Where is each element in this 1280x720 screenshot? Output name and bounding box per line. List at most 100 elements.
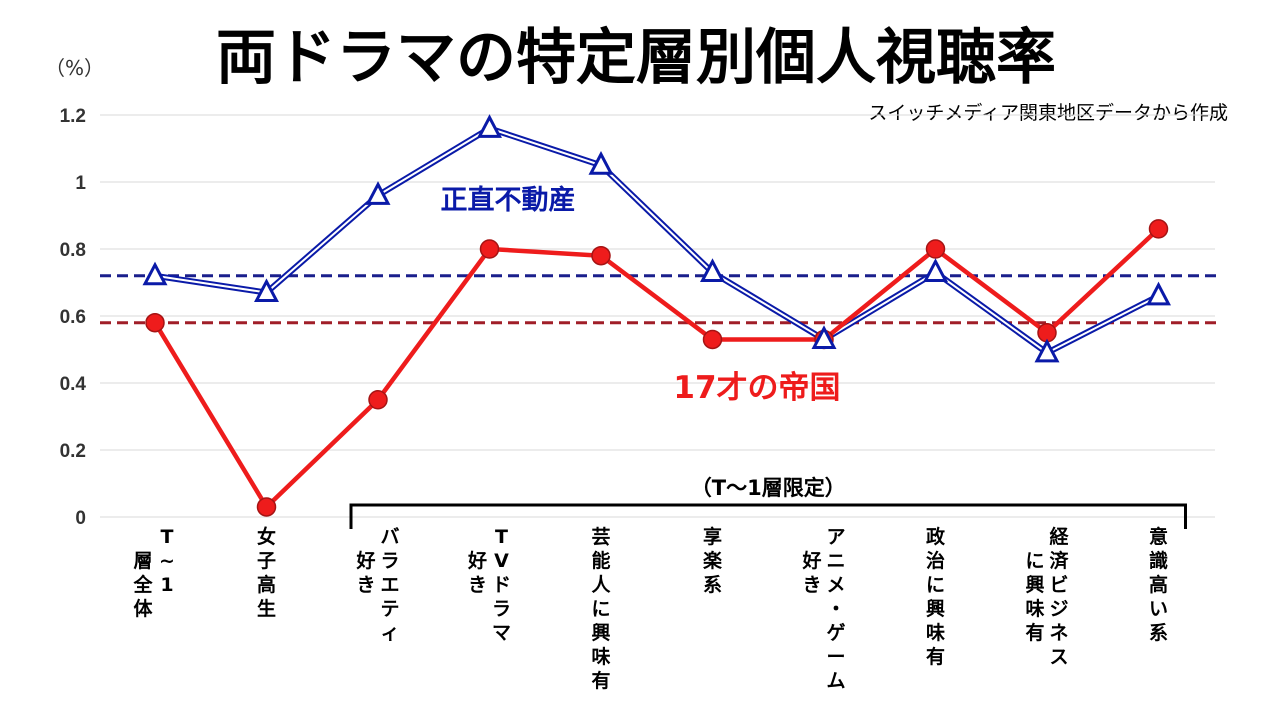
x-category-char: ス: [1049, 646, 1068, 668]
data-point-triangle: [254, 278, 279, 303]
y-tick-label: 1.2: [60, 106, 86, 127]
x-category-char: き: [356, 574, 375, 596]
x-category-char: 治: [926, 549, 945, 572]
data-point-circle: [368, 390, 388, 410]
x-category-char: 好: [355, 549, 375, 572]
x-category-char: エ: [380, 574, 399, 596]
x-category-char: 有: [926, 645, 945, 668]
x-category-char: マ: [492, 622, 511, 644]
x-category-char: 全: [132, 573, 153, 596]
x-category-char: 能: [591, 549, 610, 572]
x-category-char: 興: [1025, 574, 1044, 596]
data-point-circle: [591, 245, 611, 266]
x-category-char: き: [802, 574, 821, 596]
data-point-circle: [256, 497, 277, 517]
x-category-char: ィ: [380, 622, 399, 644]
x-category-char: 経: [1049, 525, 1069, 548]
data-point-circle: [1148, 219, 1169, 239]
data-point-circle: [145, 312, 165, 333]
chart-title: 両ドラマの特定層別個人視聴率: [216, 23, 1056, 93]
data-point-triangle: [1146, 281, 1171, 306]
x-category-char: い: [1149, 598, 1168, 620]
x-category-char: テ: [380, 598, 399, 620]
x-category-char: 有: [591, 669, 610, 692]
x-category-char: 識: [1149, 549, 1168, 572]
x-axis: T~1層全体女子高生バラエティ好きTVドラマ好き芸能人に興味有享楽系アニメ・ゲー…: [132, 525, 1168, 692]
y-tick-label: 1: [75, 173, 86, 194]
x-category-char: ニ: [826, 550, 845, 572]
x-category-char: 享: [703, 525, 722, 548]
x-category-char: 楽: [703, 549, 723, 572]
x-category-char: 女: [257, 525, 276, 548]
x-category-label: アニメ・ゲーム 好き: [801, 526, 845, 692]
data-point-triangle: [365, 181, 391, 205]
x-category-char: ゲ: [826, 622, 845, 644]
x-category-char: 高: [257, 573, 276, 596]
series-line: [154, 125, 1160, 357]
x-category-char: ア: [826, 526, 845, 548]
x-category-char: 高: [1149, 573, 1168, 596]
x-category-char: ム: [826, 670, 845, 692]
x-category-char: 人: [591, 574, 611, 596]
series-line: [153, 227, 1161, 510]
series-line-inner: [154, 127, 1159, 355]
x-category-char: 芸: [591, 525, 610, 548]
x-category-char: 体: [133, 597, 153, 620]
data-point-triangle: [811, 325, 837, 349]
x-category-char: ラ: [380, 550, 399, 572]
x-category-char: T: [161, 526, 174, 548]
x-category-char: メ: [826, 574, 845, 596]
grid-lines: [100, 114, 1215, 518]
x-category-char: 生: [257, 597, 276, 620]
x-category-char: 系: [1149, 622, 1168, 644]
x-category-char: 味: [591, 646, 610, 668]
y-tick-label: 0.2: [60, 441, 86, 462]
series-label-teikoku: 17才の帝国: [673, 370, 840, 406]
series-group: [142, 114, 1171, 517]
x-category-char: T: [495, 526, 508, 548]
y-axis: 0 0.2 0.4 0.6 0.8 1 1.2: [60, 106, 87, 529]
x-category-char: き: [468, 574, 487, 596]
data-point-triangle: [477, 114, 502, 138]
data-point-circle: [702, 329, 723, 350]
x-category-char: V: [494, 550, 509, 572]
data-point-circle: [479, 239, 500, 259]
x-category-char: ラ: [492, 598, 511, 620]
source-note: スイッチメディア関東地区データから作成: [868, 102, 1228, 124]
y-tick-label: 0.6: [60, 307, 86, 328]
category-bracket: （T〜1層限定）: [349, 476, 1187, 529]
x-category-char: 子: [257, 550, 276, 572]
data-point-triangle: [1034, 338, 1060, 363]
x-category-char: バ: [380, 526, 399, 548]
x-category-label: 享楽系: [703, 525, 723, 596]
x-category-char: に: [591, 598, 610, 620]
x-category-char: に: [926, 574, 945, 596]
data-point-triangle: [700, 258, 725, 282]
x-category-char: 好: [467, 549, 487, 572]
data-point-triangle: [588, 151, 614, 175]
x-category-char: 系: [703, 574, 722, 596]
y-tick-label: 0.4: [60, 374, 87, 395]
x-category-char: 層: [133, 550, 152, 572]
unit-label: （%）: [45, 56, 104, 80]
data-point-circle: [925, 239, 946, 259]
x-category-char: に: [1025, 550, 1044, 572]
x-category-char: ド: [492, 574, 511, 596]
x-category-char: ・: [826, 598, 845, 620]
data-point-triangle: [923, 258, 948, 282]
x-category-char: 味: [926, 622, 945, 644]
x-category-char: 好: [801, 549, 821, 572]
x-category-char: 有: [1025, 621, 1044, 644]
x-category-char: 済: [1049, 549, 1069, 572]
series-label-shojiki: 正直不動産: [441, 184, 576, 216]
x-category-char: 政: [926, 525, 946, 548]
